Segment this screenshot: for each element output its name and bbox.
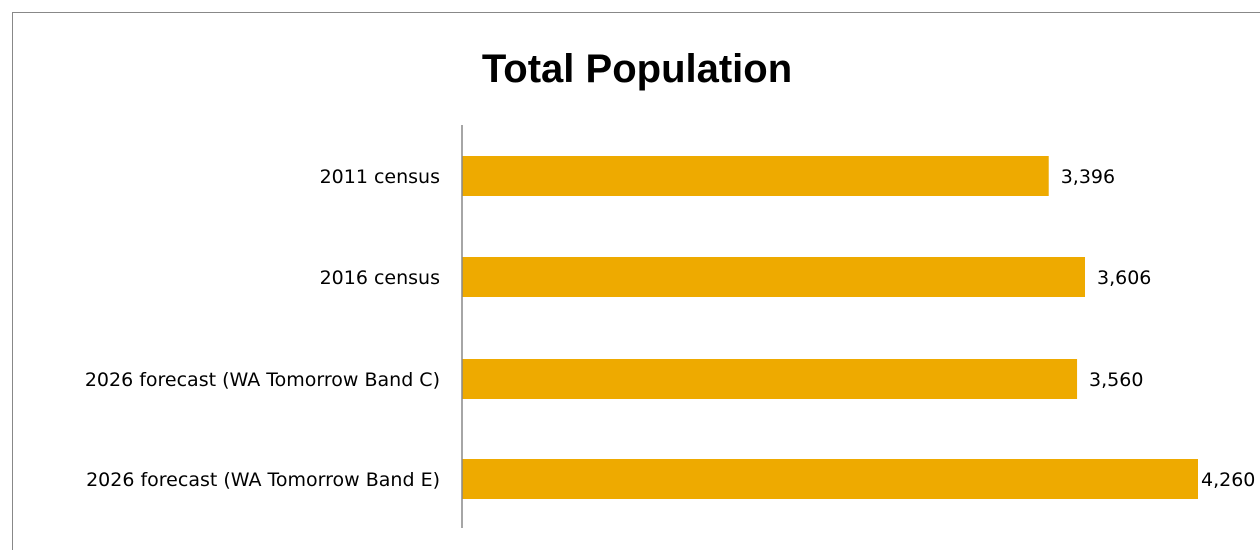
category-label-0: 2011 census xyxy=(320,166,440,188)
bar-1 xyxy=(462,257,1086,297)
category-label-2: 2026 forecast (WA Tomorrow Band C) xyxy=(85,369,440,391)
value-label-0: 3,396 xyxy=(1061,166,1115,188)
value-label-2: 3,560 xyxy=(1089,369,1143,391)
bars-layer: 2011 census 3,396 2016 census 3,606 2026 for… xyxy=(85,156,1255,499)
bar-3 xyxy=(462,459,1198,499)
chart-title: Total Population xyxy=(482,47,792,91)
value-label-1: 3,606 xyxy=(1097,267,1151,289)
value-label-3: 4,260 xyxy=(1201,469,1255,491)
bar-0 xyxy=(462,156,1049,196)
category-label-1: 2016 census xyxy=(320,267,440,289)
category-label-3: 2026 forecast (WA Tomorrow Band E) xyxy=(86,469,440,491)
bar-2 xyxy=(462,359,1078,399)
